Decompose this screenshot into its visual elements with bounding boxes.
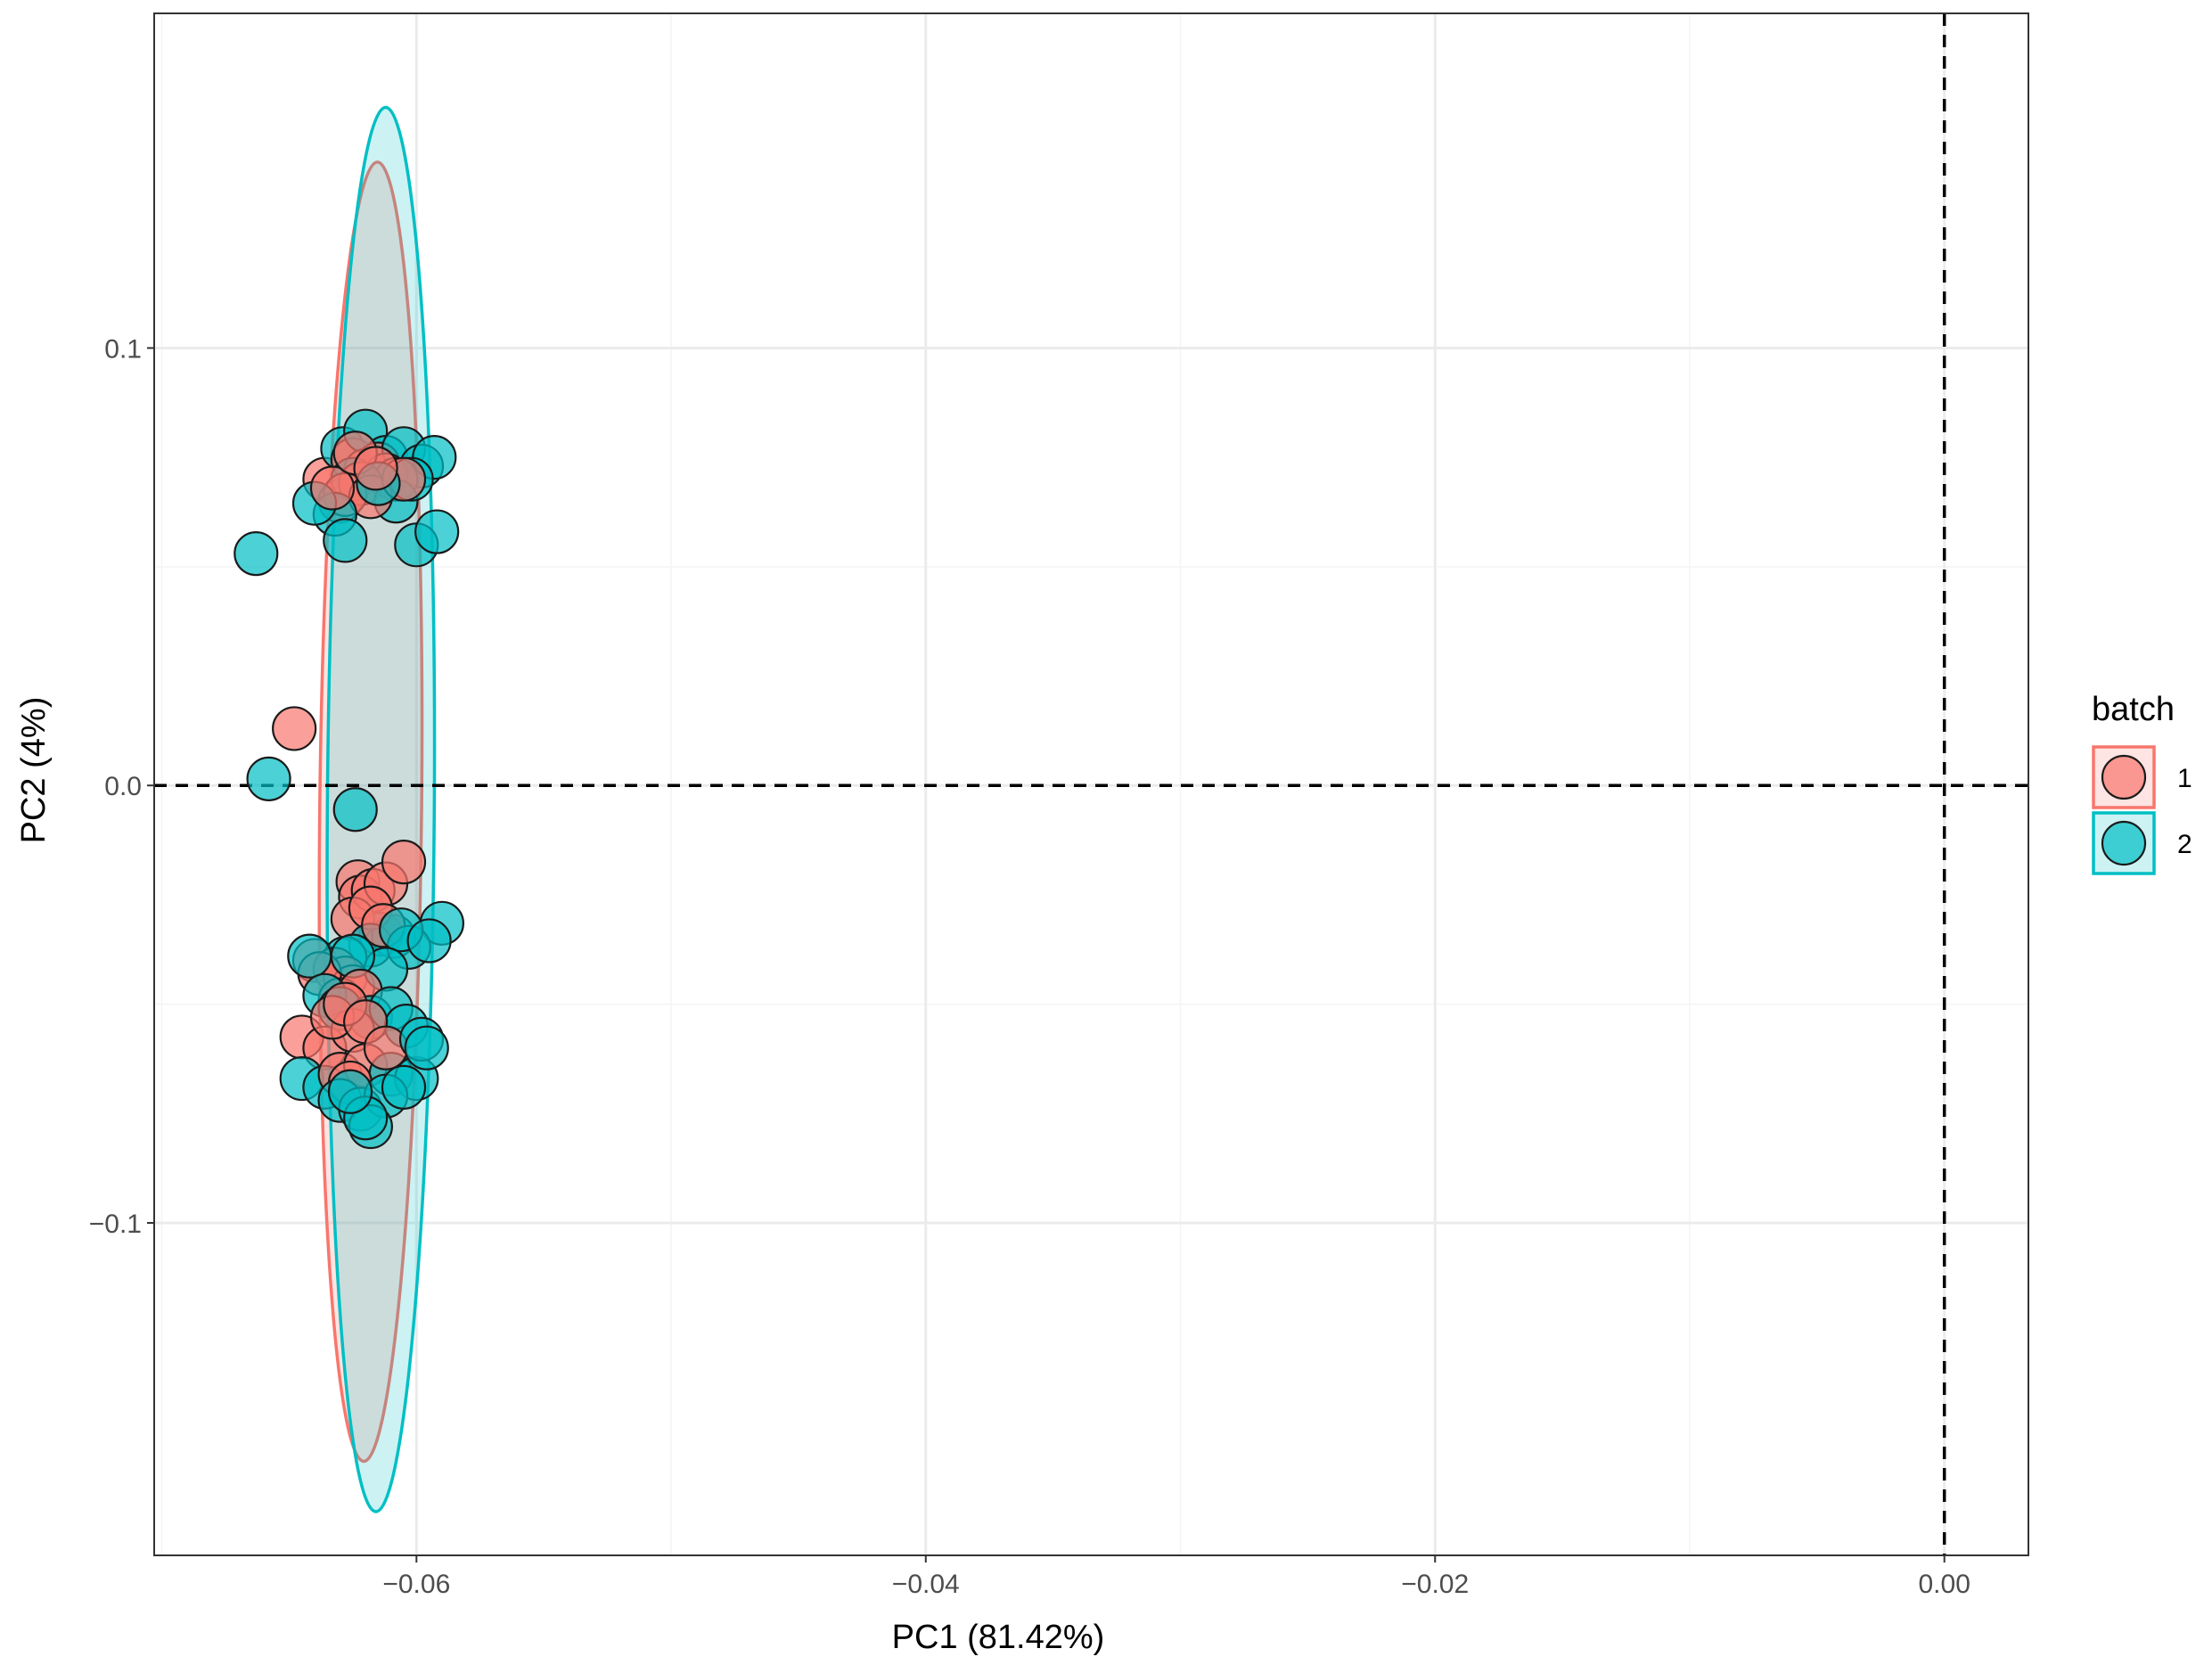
x-tick-label: 0.00 [1919, 1570, 1970, 1599]
legend-title: batch [2092, 691, 2175, 728]
data-points [233, 408, 464, 1150]
data-point-batch-2 [287, 933, 332, 979]
x-tick-label: −0.04 [892, 1570, 960, 1599]
x-tick-label: −0.06 [382, 1570, 450, 1599]
y-tick-label: 0.1 [104, 334, 142, 364]
data-point-batch-2 [332, 787, 378, 832]
x-tick-label: −0.02 [1401, 1570, 1469, 1599]
x-axis-ticks: −0.06 −0.04 −0.02 0.00 [382, 1555, 1970, 1599]
panel-border [153, 12, 2029, 1556]
y-tick-label: 0.0 [104, 772, 142, 801]
data-point-batch-1 [309, 465, 356, 511]
data-point-batch-1 [381, 840, 427, 885]
data-point-batch-2 [246, 756, 291, 801]
y-tick-label: −0.1 [89, 1210, 142, 1239]
x-axis-title: PC1 (81.42%) [892, 1619, 1105, 1656]
legend: batch 1 2 [2092, 691, 2192, 875]
data-point-batch-1 [272, 706, 317, 751]
legend-label-batch-2: 2 [2177, 830, 2192, 859]
y-axis-title: PC2 (4%) [15, 697, 53, 844]
reference-lines [154, 13, 2028, 1555]
data-point-batch-2 [323, 518, 368, 563]
data-point-batch-2 [381, 1064, 427, 1110]
data-point-batch-1 [353, 446, 398, 491]
data-point-batch-2 [406, 918, 452, 964]
legend-marker-batch-1 [2101, 754, 2147, 800]
legend-label-batch-1: 1 [2177, 764, 2192, 793]
data-point-batch-2 [233, 531, 279, 577]
y-axis-ticks: −0.1 0.0 0.1 [89, 334, 154, 1239]
data-point-batch-2 [327, 1069, 373, 1114]
legend-marker-batch-2 [2101, 820, 2147, 866]
data-point-batch-2 [414, 509, 460, 554]
data-point-batch-2 [404, 1025, 449, 1070]
